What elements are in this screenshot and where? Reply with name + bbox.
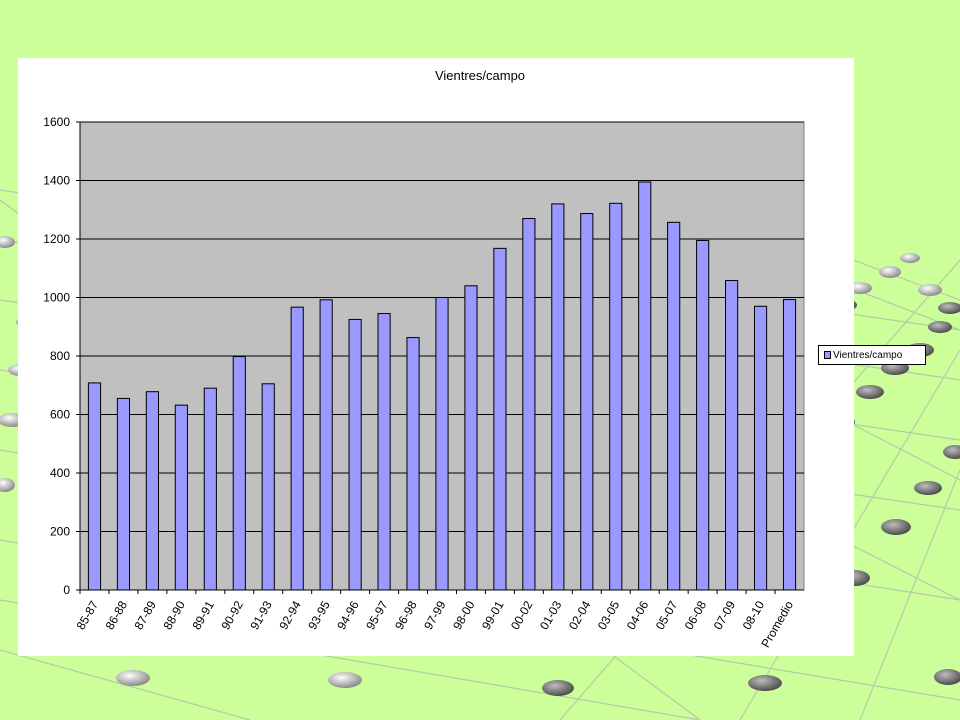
sphere-decoration bbox=[900, 253, 920, 263]
y-tick-label: 400 bbox=[50, 466, 70, 480]
y-tick-label: 0 bbox=[63, 583, 70, 597]
bar bbox=[580, 213, 594, 591]
bar bbox=[753, 305, 768, 591]
bar bbox=[174, 404, 188, 591]
bar bbox=[116, 397, 131, 591]
sphere-decoration bbox=[856, 385, 884, 399]
bar bbox=[232, 356, 246, 591]
y-tick-label: 800 bbox=[50, 349, 70, 363]
sphere-decoration bbox=[879, 266, 901, 278]
y-tick-label: 1600 bbox=[43, 115, 70, 129]
bar bbox=[290, 306, 304, 591]
bar bbox=[406, 337, 420, 591]
sphere-decoration bbox=[918, 284, 942, 296]
bar bbox=[551, 203, 565, 591]
bar bbox=[725, 280, 739, 591]
bar bbox=[638, 181, 652, 591]
sphere-decoration bbox=[328, 672, 362, 688]
legend-label: Vientres/campo bbox=[833, 349, 903, 361]
y-tick-label: 1400 bbox=[43, 174, 70, 188]
bar bbox=[522, 218, 536, 591]
y-tick-label: 200 bbox=[50, 525, 70, 539]
bar bbox=[435, 297, 449, 591]
sphere-decoration bbox=[748, 675, 782, 691]
bar bbox=[87, 382, 102, 591]
y-tick-label: 1000 bbox=[43, 291, 70, 305]
bar bbox=[696, 239, 710, 591]
bar bbox=[377, 313, 391, 591]
bar bbox=[261, 383, 275, 591]
sphere-decoration bbox=[881, 519, 911, 535]
bar bbox=[145, 391, 159, 591]
bar bbox=[203, 387, 217, 591]
sphere-decoration bbox=[0, 478, 15, 492]
bar bbox=[319, 299, 333, 591]
legend-swatch bbox=[824, 351, 831, 359]
sphere-decoration bbox=[0, 236, 15, 248]
sphere-decoration bbox=[116, 670, 150, 686]
bar bbox=[609, 202, 623, 591]
sphere-decoration bbox=[938, 302, 960, 314]
y-tick-label: 1200 bbox=[43, 232, 70, 246]
y-tick-label: 600 bbox=[50, 408, 70, 422]
sphere-decoration bbox=[934, 669, 960, 685]
sphere-decoration bbox=[928, 321, 952, 333]
chart-title: Vientres/campo bbox=[434, 68, 526, 83]
sphere-decoration bbox=[542, 680, 574, 696]
grid-line-decoration bbox=[859, 469, 960, 720]
bar bbox=[493, 247, 507, 591]
bar bbox=[464, 285, 478, 591]
legend: Vientres/campo bbox=[818, 345, 926, 365]
bar bbox=[667, 221, 681, 591]
bar bbox=[348, 318, 362, 591]
sphere-decoration bbox=[914, 481, 942, 495]
bar bbox=[782, 299, 797, 591]
sphere-decoration bbox=[943, 445, 960, 459]
